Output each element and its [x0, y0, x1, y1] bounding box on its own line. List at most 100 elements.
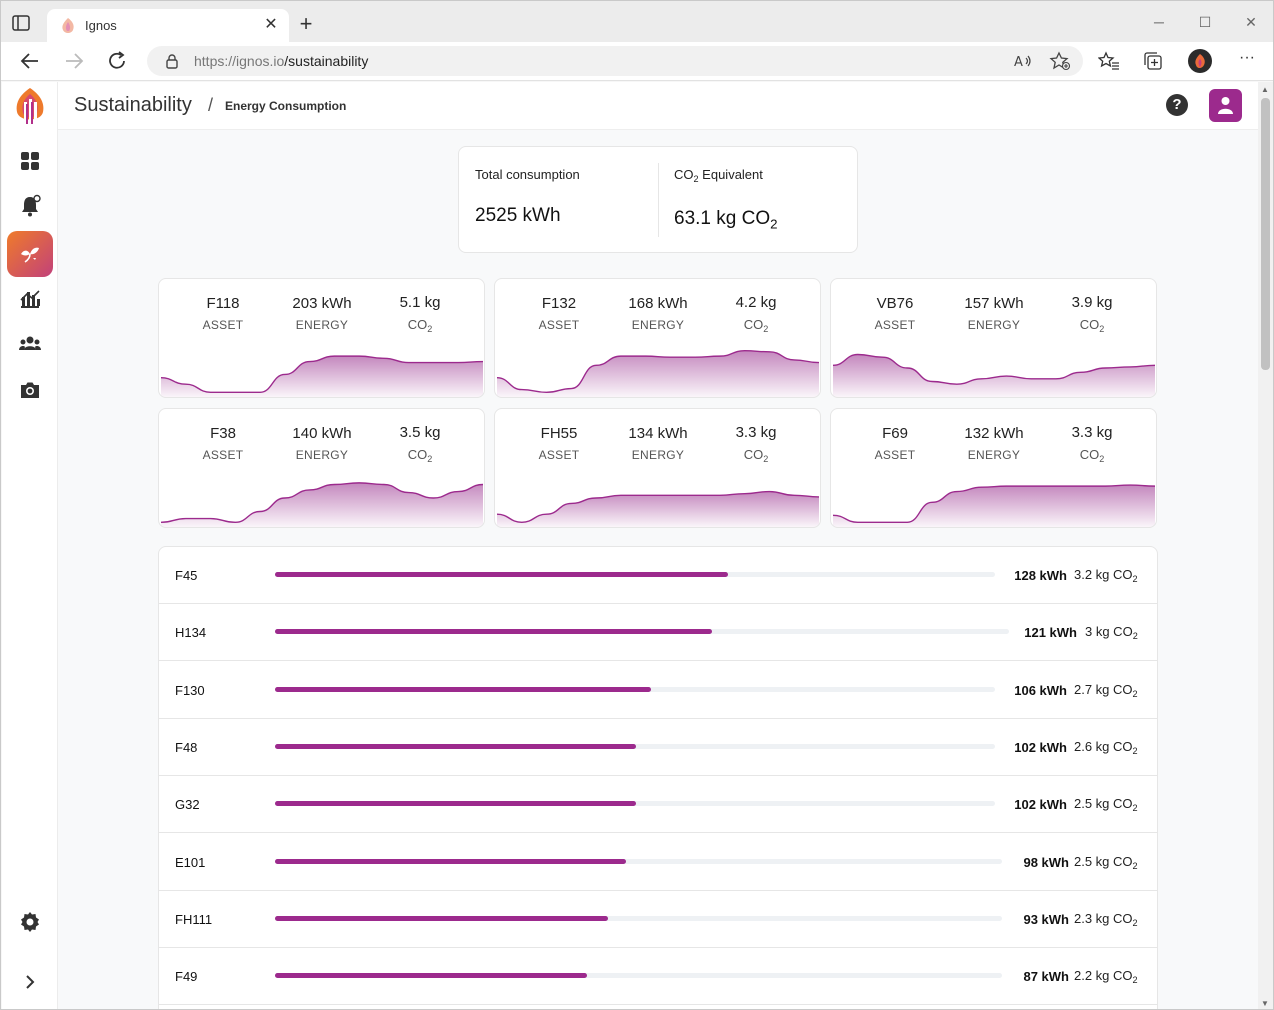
co2-equivalent-value: 63.1 kg CO2 [674, 208, 778, 232]
url-text[interactable]: https://ignos.io/sustainability [194, 53, 368, 69]
collections-icon[interactable] [1143, 51, 1165, 71]
refresh-icon[interactable] [106, 50, 130, 72]
card-column: 3.3 kg CO2 [1042, 424, 1142, 465]
list-item[interactable]: F48 102 kWh 2.6 kg CO2 [159, 719, 1157, 776]
list-item[interactable]: FH111 93 kWh 2.3 kg CO2 [159, 891, 1157, 948]
asset-card[interactable]: F118 ASSET 203 kWh ENERGY 5.1 kg CO2 [158, 278, 485, 398]
list-item[interactable]: F49 87 kWh 2.2 kg CO2 [159, 948, 1157, 1006]
card-column: VB76 ASSET [845, 295, 945, 332]
list-item[interactable]: E101 98 kWh 2.5 kg CO2 [159, 834, 1157, 891]
settings-gear-icon[interactable] [18, 910, 42, 934]
back-icon[interactable] [18, 50, 42, 72]
sidebar-item-sustainability[interactable] [7, 231, 53, 277]
card-column: F132 ASSET [509, 295, 609, 332]
asset-name: F69 [882, 425, 908, 442]
tab-actions-icon[interactable] [11, 13, 33, 33]
card-column: 5.1 kg CO2 [370, 294, 470, 334]
lock-icon[interactable] [165, 53, 179, 69]
list-item[interactable]: H134 121 kWh 3 kg CO2 [159, 604, 1157, 662]
maximize-icon[interactable]: ☐ [1198, 14, 1212, 30]
camera-icon[interactable] [18, 378, 42, 402]
consumption-list: F45 128 kWh 3.2 kg CO2 H134 121 kWh 3 kg CO2 F… [158, 546, 1158, 1009]
card-column: 3.3 kg CO2 [706, 424, 806, 464]
asset-card[interactable]: FH55 ASSET 134 kWh ENERGY 3.3 kg CO2 [494, 408, 821, 528]
asset-name: FH111 [175, 911, 213, 927]
close-window-icon[interactable]: ✕ [1245, 14, 1257, 30]
address-bar[interactable]: https://ignos.io/sustainability A [147, 46, 1083, 76]
asset-label: ASSET [874, 318, 916, 332]
breadcrumb[interactable]: Energy Consumption [225, 99, 347, 113]
sparkline-line [497, 490, 819, 524]
summary-card: Total consumption 2525 kWh CO2 Equivalen… [458, 146, 858, 253]
card-column: 203 kWh ENERGY [272, 295, 372, 332]
sidebar [2, 82, 58, 1009]
consumption-bar-fill [275, 858, 626, 864]
card-column: F118 ASSET [173, 295, 273, 332]
new-tab-button[interactable]: + [299, 11, 313, 36]
co2-label: CO2 [1079, 447, 1105, 465]
scroll-thumb[interactable] [1261, 98, 1270, 370]
energy-sparkline [833, 353, 1155, 397]
consumption-bar-track [275, 801, 995, 807]
help-button[interactable]: ? [1166, 94, 1188, 116]
sparkline-area [833, 354, 1155, 397]
ignos-logo-icon[interactable] [11, 86, 49, 126]
more-menu-icon[interactable]: ··· [1239, 49, 1255, 66]
asset-card[interactable]: F132 ASSET 168 kWh ENERGY 4.2 kg CO2 [494, 278, 821, 398]
energy-value: 203 kWh [292, 295, 352, 312]
dashboard-icon[interactable] [18, 149, 42, 173]
favorites-icon[interactable] [1098, 51, 1120, 71]
energy-sparkline [833, 484, 1155, 527]
forward-icon[interactable] [62, 50, 86, 72]
asset-card[interactable]: F38 ASSET 140 kWh ENERGY 3.5 kg CO2 [158, 408, 485, 528]
energy-value: 140 kWh [292, 425, 352, 442]
asset-name: F45 [175, 568, 198, 583]
list-item[interactable]: G32 102 kWh 2.5 kg CO2 [159, 776, 1157, 834]
svg-text:A: A [1014, 55, 1023, 70]
minimize-icon[interactable]: ─ [1154, 14, 1164, 30]
profile-avatar[interactable] [1188, 49, 1212, 73]
consumption-bar-track [275, 915, 1002, 921]
co2-value: 2.2 kg CO2 [1074, 968, 1138, 986]
energy-value: 93 kWh [1023, 911, 1069, 927]
asset-name: VB76 [876, 295, 914, 312]
page-header: Sustainability / Energy Consumption ? [58, 82, 1258, 130]
energy-label: ENERGY [295, 448, 349, 462]
energy-value: 121 kWh [1024, 625, 1077, 641]
scroll-up-arrow-icon[interactable]: ▲ [1261, 85, 1269, 94]
card-column: 140 kWh ENERGY [272, 425, 372, 462]
add-favorite-icon[interactable] [1049, 51, 1071, 71]
expand-chevron-icon[interactable] [18, 970, 42, 994]
asset-card[interactable]: F69 ASSET 132 kWh ENERGY 3.3 kg CO2 [830, 408, 1157, 528]
list-item[interactable]: F45 128 kWh 3.2 kg CO2 [159, 547, 1157, 604]
co2-value: 3.9 kg [1071, 294, 1113, 311]
co2-value: 2.3 kg CO2 [1074, 910, 1138, 928]
page-title: Sustainability [74, 94, 192, 116]
analytics-chart-icon[interactable] [18, 286, 42, 310]
sparkline-area [497, 491, 819, 527]
notifications-bell-icon[interactable] [18, 194, 42, 218]
co2-value: 3.2 kg CO2 [1074, 567, 1138, 585]
user-profile-button[interactable] [1209, 89, 1242, 122]
list-item[interactable]: F130 106 kWh 2.7 kg CO2 [159, 662, 1157, 719]
asset-name: F130 [175, 682, 205, 698]
consumption-bar-track [275, 973, 1002, 979]
co2-value: 3 kg CO2 [1085, 624, 1138, 642]
sparkline-area [161, 356, 483, 397]
users-group-icon[interactable] [18, 332, 42, 356]
co2-label: CO2 [743, 317, 769, 335]
page-scrollbar[interactable]: ▲ ▼ [1258, 82, 1273, 1009]
browser-tab[interactable]: Ignos ✕ [47, 9, 289, 42]
read-aloud-icon[interactable]: A [1013, 52, 1033, 70]
card-column: 3.9 kg CO2 [1042, 294, 1142, 334]
tab-close-icon[interactable]: ✕ [264, 16, 278, 33]
scroll-down-arrow-icon[interactable]: ▼ [1261, 999, 1269, 1008]
consumption-bar-fill [275, 743, 636, 749]
energy-value: 168 kWh [628, 295, 688, 312]
energy-value: 102 kWh [1014, 797, 1067, 813]
asset-card[interactable]: VB76 ASSET 157 kWh ENERGY 3.9 kg CO2 [830, 278, 1157, 398]
co2-equivalent-label: CO2 Equivalent [674, 167, 763, 185]
consumption-bar-track [275, 858, 1002, 864]
profile-flame-icon [1195, 54, 1205, 68]
